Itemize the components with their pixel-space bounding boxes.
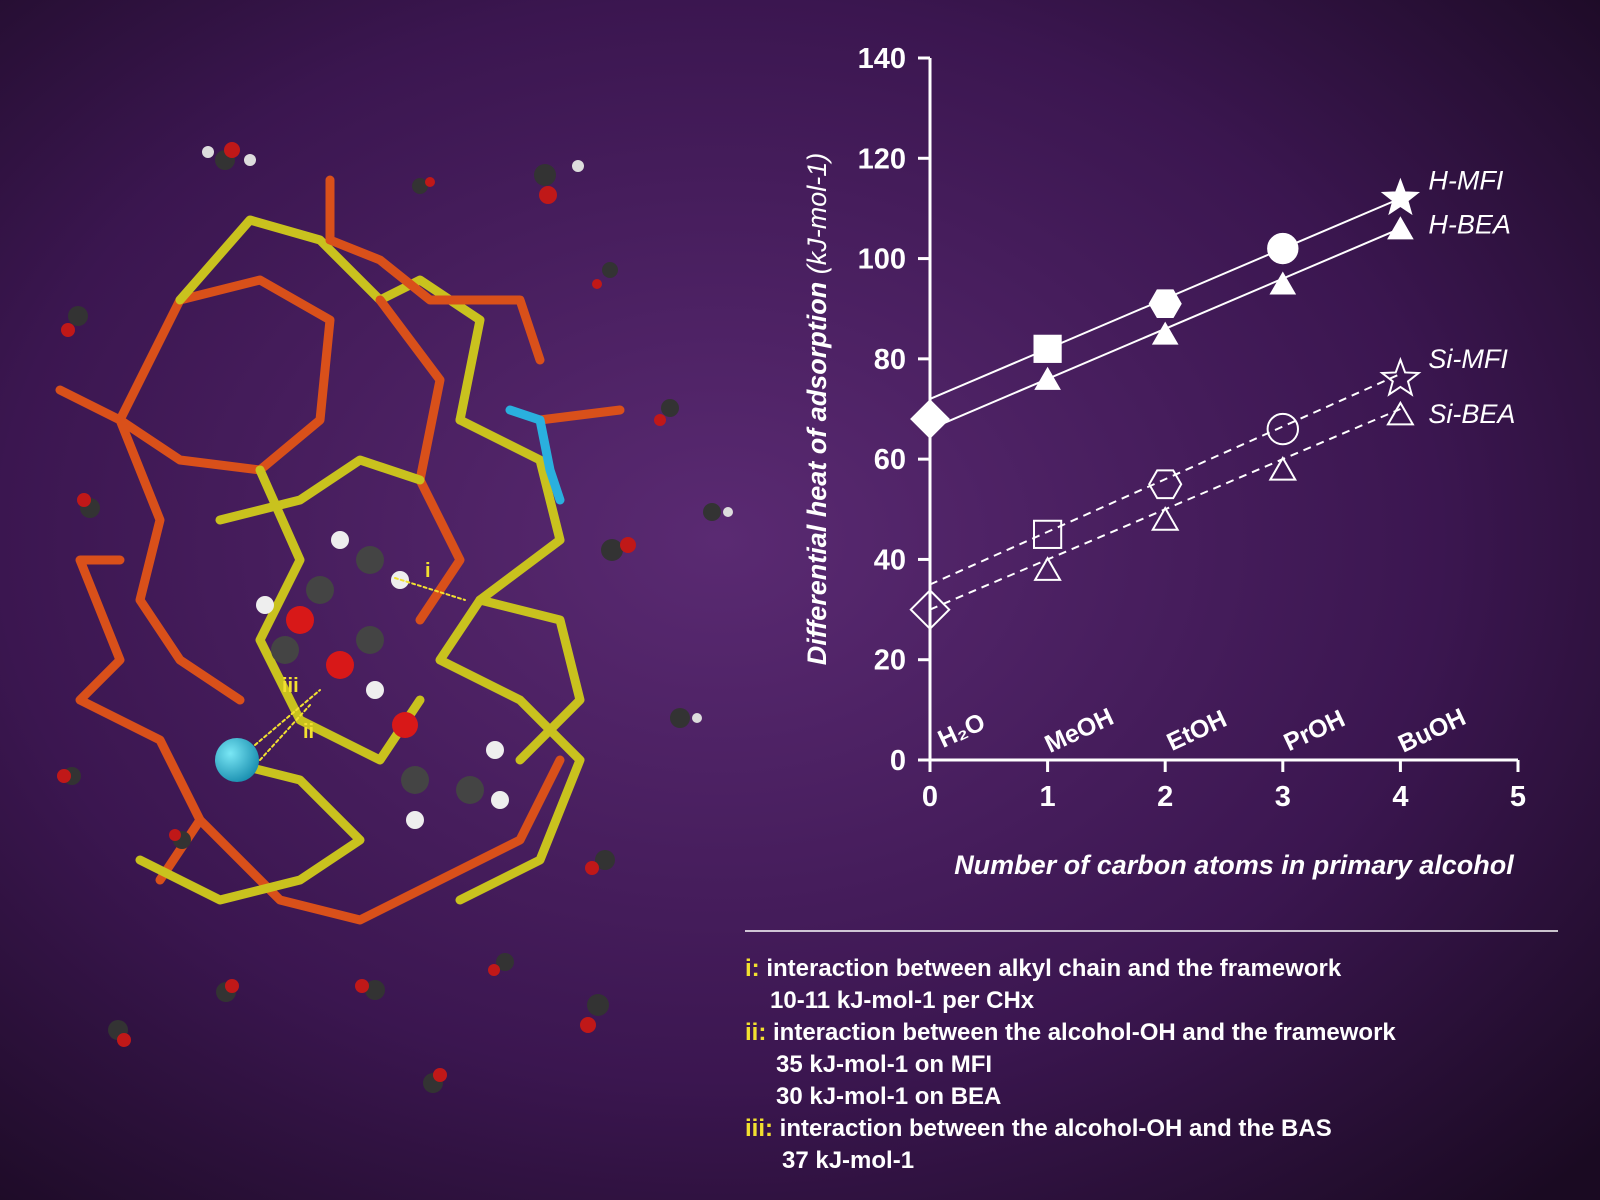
marker (910, 399, 950, 439)
y-tick-label: 40 (874, 544, 906, 576)
marker (1380, 177, 1421, 216)
x-tick-label: 5 (1510, 781, 1526, 813)
figure-label: i (425, 560, 431, 582)
x-tick-label: 2 (1157, 781, 1173, 813)
series-label: Si-BEA (1428, 399, 1515, 429)
zeolite-illustration (55, 142, 733, 1093)
fit-line (929, 372, 1401, 586)
marker (1266, 412, 1300, 446)
y-axis-unit: (kJ-mol-1) (802, 153, 832, 275)
marker (1033, 334, 1062, 363)
note: iii: interaction between the alcohol-OH … (745, 1115, 1332, 1142)
x-tick-label: 3 (1275, 781, 1291, 813)
y-tick-label: 60 (874, 444, 906, 476)
marker (1151, 321, 1179, 345)
y-tick-label: 20 (874, 645, 906, 677)
x-tick-label: 0 (922, 781, 938, 813)
y-tick-label: 80 (874, 344, 906, 376)
marker (1150, 506, 1180, 531)
marker (1033, 556, 1062, 581)
y-tick-label: 0 (890, 745, 906, 777)
marker (1148, 469, 1183, 500)
marker (1379, 356, 1422, 397)
note-detail: 37 kJ-mol-1 (782, 1147, 914, 1174)
y-tick-label: 120 (858, 143, 906, 175)
figure-label: iii (282, 675, 299, 697)
note: i: interaction between alkyl chain and t… (745, 955, 1342, 982)
y-axis-label: Differential heat of adsorption (802, 282, 832, 666)
note-text: interaction between the alcohol-OH and t… (780, 1115, 1332, 1142)
x-tick-label: 4 (1392, 781, 1408, 813)
note-key: ii: (745, 1019, 766, 1046)
note: ii: interaction between the alcohol-OH a… (745, 1019, 1396, 1046)
figure-label: ii (303, 721, 314, 743)
series-label: H-BEA (1428, 209, 1511, 239)
series-label: Si-MFI (1428, 344, 1508, 374)
marker (1387, 216, 1414, 240)
y-axis-title: Differential heat of adsorption (kJ-mol-… (802, 153, 832, 666)
marker (1033, 519, 1063, 549)
note-detail: 35 kJ-mol-1 on MFI (776, 1051, 992, 1078)
note-detail: 10-11 kJ-mol-1 per CHx (770, 987, 1035, 1014)
marker (1269, 271, 1297, 295)
marker (1034, 366, 1061, 390)
y-tick-label: 140 (858, 43, 906, 75)
note-key: i: (745, 955, 760, 982)
y-tick-label: 100 (858, 244, 906, 276)
marker (1148, 289, 1182, 319)
note-text: interaction between the alcohol-OH and t… (773, 1019, 1396, 1046)
note-detail: 30 kJ-mol-1 on BEA (776, 1083, 1001, 1110)
note-key: iii: (745, 1115, 773, 1142)
marker (1386, 400, 1415, 426)
marker (1267, 232, 1299, 265)
notes: i: interaction between alkyl chain and t… (745, 955, 1396, 1174)
x-tick-label: 1 (1040, 781, 1056, 813)
marker (1268, 455, 1298, 481)
series-label: H-MFI (1428, 165, 1503, 195)
x-axis-label: Number of carbon atoms in primary alcoho… (954, 850, 1514, 880)
note-text: interaction between alkyl chain and the … (766, 955, 1341, 982)
